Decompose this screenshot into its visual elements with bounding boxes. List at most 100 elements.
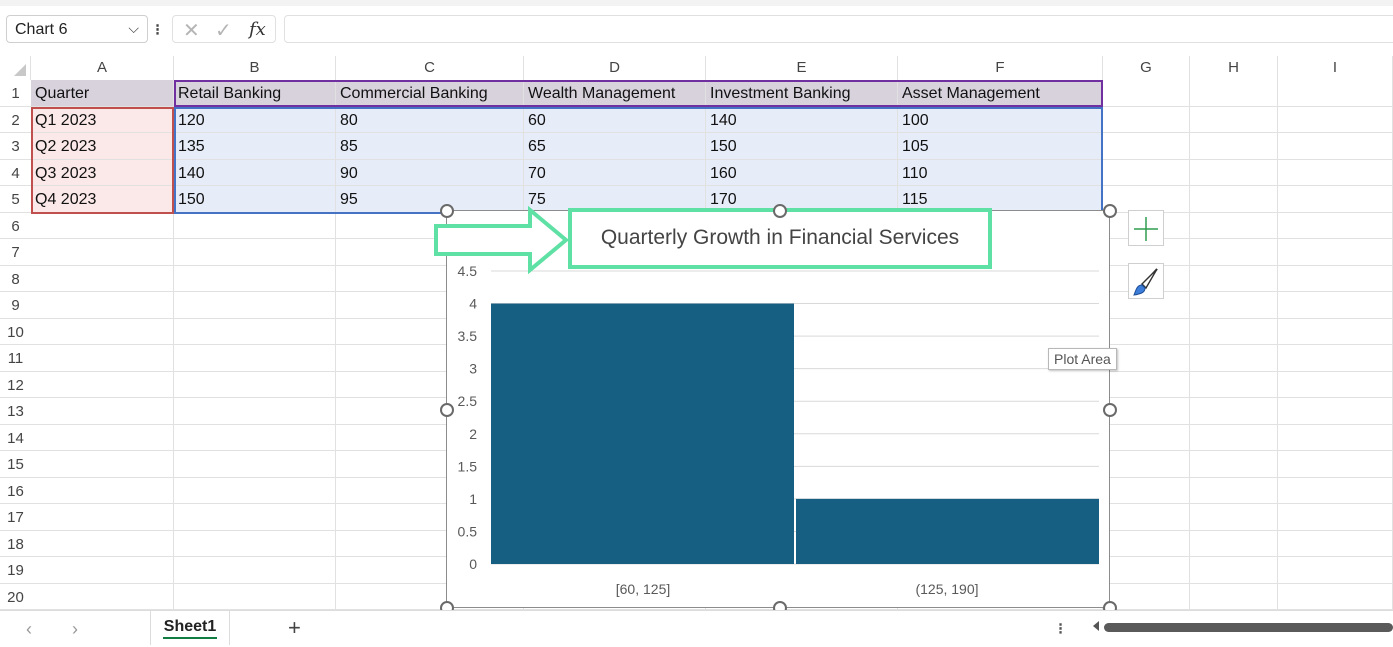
cell-g17[interactable]	[1103, 504, 1190, 531]
cell-a3[interactable]: Q2 2023	[31, 133, 174, 160]
cell-g18[interactable]	[1103, 530, 1190, 557]
cell-a17[interactable]	[31, 504, 174, 531]
row-header-14[interactable]: 14	[0, 424, 31, 451]
cell-a7[interactable]	[31, 239, 174, 266]
cell-b16[interactable]	[174, 477, 336, 504]
column-header-i[interactable]: I	[1278, 56, 1393, 80]
row-header-3[interactable]: 3	[0, 133, 31, 160]
add-sheet-icon[interactable]: +	[288, 615, 301, 640]
cell-b15[interactable]	[174, 451, 336, 478]
cell-a1[interactable]: Quarter	[31, 80, 174, 107]
insert-function-icon[interactable]: fx	[249, 19, 266, 40]
cell-i14[interactable]	[1278, 424, 1393, 451]
histogram-bar[interactable]	[796, 498, 1099, 564]
row-header-4[interactable]: 4	[0, 159, 31, 186]
cell-g2[interactable]	[1103, 106, 1190, 133]
column-header-a[interactable]: A	[31, 56, 174, 80]
cell-h1[interactable]	[1190, 80, 1278, 107]
cell-h15[interactable]	[1190, 451, 1278, 478]
cell-g12[interactable]	[1103, 371, 1190, 398]
cell-i16[interactable]	[1278, 477, 1393, 504]
column-header-b[interactable]: B	[174, 56, 336, 80]
cell-h7[interactable]	[1190, 239, 1278, 266]
cell-b1[interactable]: Retail Banking	[174, 80, 336, 107]
chevron-down-icon[interactable]: ⌵	[128, 20, 139, 36]
cell-a14[interactable]	[31, 424, 174, 451]
cell-h2[interactable]	[1190, 106, 1278, 133]
cell-b12[interactable]	[174, 371, 336, 398]
cell-g1[interactable]	[1103, 80, 1190, 107]
cell-i12[interactable]	[1278, 371, 1393, 398]
cell-b17[interactable]	[174, 504, 336, 531]
cell-i11[interactable]	[1278, 345, 1393, 372]
row-header-9[interactable]: 9	[0, 292, 31, 319]
cell-h14[interactable]	[1190, 424, 1278, 451]
cell-b18[interactable]	[174, 530, 336, 557]
cell-i17[interactable]	[1278, 504, 1393, 531]
cell-i9[interactable]	[1278, 292, 1393, 319]
cell-a15[interactable]	[31, 451, 174, 478]
cell-a9[interactable]	[31, 292, 174, 319]
cell-h16[interactable]	[1190, 477, 1278, 504]
cell-h11[interactable]	[1190, 345, 1278, 372]
cell-i8[interactable]	[1278, 265, 1393, 292]
row-header-12[interactable]: 12	[0, 371, 31, 398]
sheet-tab-sheet1[interactable]: Sheet1	[150, 611, 230, 645]
cell-g20[interactable]	[1103, 583, 1190, 610]
row-header-17[interactable]: 17	[0, 504, 31, 531]
column-header-e[interactable]: E	[706, 56, 898, 80]
cell-h9[interactable]	[1190, 292, 1278, 319]
row-header-1[interactable]: 1	[0, 80, 31, 107]
cell-g4[interactable]	[1103, 159, 1190, 186]
row-header-7[interactable]: 7	[0, 239, 31, 266]
chart-plot-svg[interactable]: 0 0.5 1 1.5 2 2.5 3 3.5 4 4.5 [60, 125] (125, 190]	[447, 211, 1111, 609]
cell-b10[interactable]	[174, 318, 336, 345]
column-header-d[interactable]: D	[524, 56, 706, 80]
row-header-10[interactable]: 10	[0, 318, 31, 345]
cell-g10[interactable]	[1103, 318, 1190, 345]
cell-e2[interactable]: 140	[706, 106, 898, 133]
select-all-corner[interactable]	[0, 56, 31, 80]
cell-b2[interactable]: 120	[174, 106, 336, 133]
cell-h4[interactable]	[1190, 159, 1278, 186]
cell-c1[interactable]: Commercial Banking	[336, 80, 524, 107]
cell-b8[interactable]	[174, 265, 336, 292]
cell-h12[interactable]	[1190, 371, 1278, 398]
cell-a6[interactable]	[31, 212, 174, 239]
row-header-20[interactable]: 20	[0, 583, 31, 610]
cell-h18[interactable]	[1190, 530, 1278, 557]
chart-styles-button[interactable]	[1128, 263, 1164, 299]
cell-b5[interactable]: 150	[174, 186, 336, 213]
cell-b7[interactable]	[174, 239, 336, 266]
cell-h17[interactable]	[1190, 504, 1278, 531]
cell-f2[interactable]: 100	[898, 106, 1103, 133]
cell-d4[interactable]: 70	[524, 159, 706, 186]
cell-g13[interactable]	[1103, 398, 1190, 425]
cell-d3[interactable]: 65	[524, 133, 706, 160]
chevron-left-icon[interactable]: ‹	[26, 619, 32, 639]
row-header-5[interactable]: 5	[0, 186, 31, 213]
cell-b20[interactable]	[174, 583, 336, 610]
cell-g11[interactable]	[1103, 345, 1190, 372]
cell-a19[interactable]	[31, 557, 174, 584]
cell-i13[interactable]	[1278, 398, 1393, 425]
cell-g15[interactable]	[1103, 451, 1190, 478]
cell-a18[interactable]	[31, 530, 174, 557]
cell-b11[interactable]	[174, 345, 336, 372]
cell-f4[interactable]: 110	[898, 159, 1103, 186]
cell-h8[interactable]	[1190, 265, 1278, 292]
cell-g3[interactable]	[1103, 133, 1190, 160]
enter-icon[interactable]: ✓	[215, 20, 232, 42]
cell-f3[interactable]: 105	[898, 133, 1103, 160]
cell-a2[interactable]: Q1 2023	[31, 106, 174, 133]
cell-b6[interactable]	[174, 212, 336, 239]
cancel-icon[interactable]: ✕	[183, 20, 200, 42]
row-header-2[interactable]: 2	[0, 106, 31, 133]
cell-i3[interactable]	[1278, 133, 1393, 160]
cell-g19[interactable]	[1103, 557, 1190, 584]
cell-b14[interactable]	[174, 424, 336, 451]
cell-i18[interactable]	[1278, 530, 1393, 557]
cell-h20[interactable]	[1190, 583, 1278, 610]
more-options-icon[interactable]: ⁝	[155, 22, 161, 39]
cell-i4[interactable]	[1278, 159, 1393, 186]
